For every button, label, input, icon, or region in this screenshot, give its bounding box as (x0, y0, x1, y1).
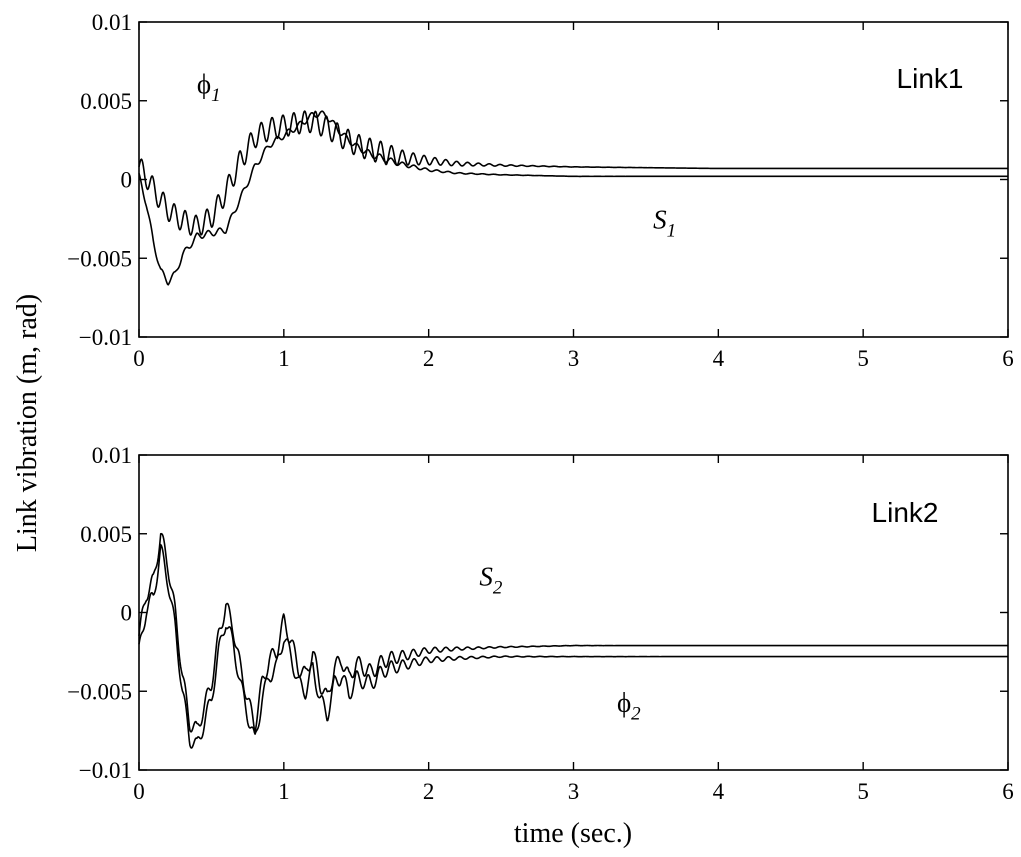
y-tick-label: 0 (121, 168, 133, 193)
x-tick-label: 4 (713, 779, 725, 804)
y-tick-label: −0.005 (67, 679, 132, 704)
y-tick-label: 0.01 (92, 10, 132, 35)
x-tick-label: 6 (1002, 346, 1014, 371)
panel-link2: 0 1 2 3 4 5 6 0.01 0.005 0 −0.005 −0.01 Link2 S2 ϕ2 (67, 443, 1013, 804)
y-axis-label: Link vibration (m, rad) (12, 294, 43, 552)
x-tick-label: 5 (857, 779, 869, 804)
series-annotation-phi1: ϕ1 (197, 69, 221, 106)
panel-title: Link1 (897, 63, 964, 94)
series-annotation-s1: S1 (653, 204, 676, 241)
x-tick-label: 1 (278, 779, 290, 804)
x-tick-label: 4 (713, 346, 725, 371)
x-tick-label: 6 (1002, 779, 1014, 804)
x-tick-label: 2 (423, 346, 435, 371)
x-tick-label: 2 (423, 779, 435, 804)
x-axis-label: time (sec.) (514, 818, 632, 849)
x-tick-label: 0 (133, 346, 145, 371)
x-tick-label: 1 (278, 346, 290, 371)
panel-title: Link2 (872, 497, 939, 528)
series-annotation-s2: S2 (479, 562, 503, 599)
y-tick-label: −0.005 (67, 246, 132, 271)
x-tick-label: 5 (857, 346, 869, 371)
series-annotation-phi2: ϕ2 (617, 688, 641, 725)
y-tick-label: 0.005 (80, 89, 132, 114)
series-line-phi2 (138, 543, 1009, 749)
x-tick-label: 0 (133, 779, 145, 804)
y-tick-label: −0.01 (79, 758, 132, 783)
series-line-phi1 (138, 110, 1009, 236)
y-tick-label: 0.01 (92, 443, 132, 468)
y-tick-label: 0 (121, 601, 133, 626)
y-tick-label: 0.005 (80, 522, 132, 547)
x-tick-label: 3 (568, 779, 580, 804)
series-line-s1 (138, 110, 1009, 286)
plot-frame (138, 21, 1009, 338)
panel-link1: 0 1 2 3 4 5 6 0.01 0.005 0 −0.005 −0.01 Link1 ϕ1 S1 (67, 10, 1013, 371)
y-tick-label: −0.01 (79, 325, 132, 350)
x-tick-label: 3 (568, 346, 580, 371)
series-line-s2 (138, 532, 1009, 733)
